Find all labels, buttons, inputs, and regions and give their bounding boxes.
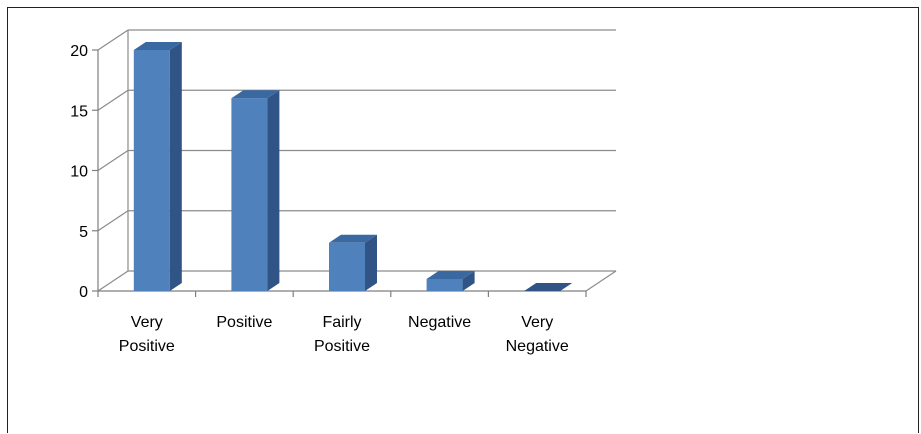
- y-tick-label-20: 20: [70, 43, 88, 60]
- bar-side-1: [267, 90, 280, 291]
- bar-front-3: [426, 278, 463, 291]
- bar-side-2: [365, 234, 377, 291]
- side-gridline-15: [97, 89, 129, 111]
- bar-top-0: [133, 42, 182, 50]
- bar-side-0: [169, 42, 182, 291]
- bar-top-2: [329, 234, 377, 243]
- floor-right-edge: [585, 270, 617, 292]
- y-tick-label-15: 15: [70, 103, 88, 120]
- y-tick-label-5: 5: [79, 224, 88, 241]
- chart-frame: 0 5 10 15 20 Very Positive Positive Fairly Positi…: [7, 7, 919, 433]
- x-category-label-0-0: Very: [131, 314, 163, 331]
- side-gridline-20: [97, 29, 129, 51]
- x-category-label-0-1: Positive: [119, 338, 175, 355]
- y-tick-label-10: 10: [70, 164, 88, 181]
- bar-top-3: [426, 270, 475, 279]
- bar-front-2: [329, 242, 365, 291]
- side-gridline-0: [97, 270, 129, 292]
- bar-top-4: [524, 283, 573, 291]
- side-gridline-5: [97, 210, 129, 232]
- x-category-label-2-0: Fairly: [322, 314, 361, 331]
- x-category-label-4-1: Negative: [506, 338, 569, 355]
- bar-front-1: [231, 98, 268, 291]
- bar-top-1: [231, 90, 280, 99]
- bar-front-0: [133, 50, 170, 291]
- x-category-label-2-1: Positive: [314, 338, 370, 355]
- x-category-label-3-0: Negative: [408, 314, 471, 331]
- side-gridline-10: [97, 150, 129, 171]
- y-tick-label-0: 0: [79, 284, 88, 301]
- x-category-label-4-0: Very: [521, 314, 553, 331]
- bar-chart: 0 5 10 15 20 Very Positive Positive Fairly Positi…: [70, 29, 617, 355]
- x-category-label-1-0: Positive: [216, 314, 272, 331]
- bar-side-3: [462, 270, 475, 291]
